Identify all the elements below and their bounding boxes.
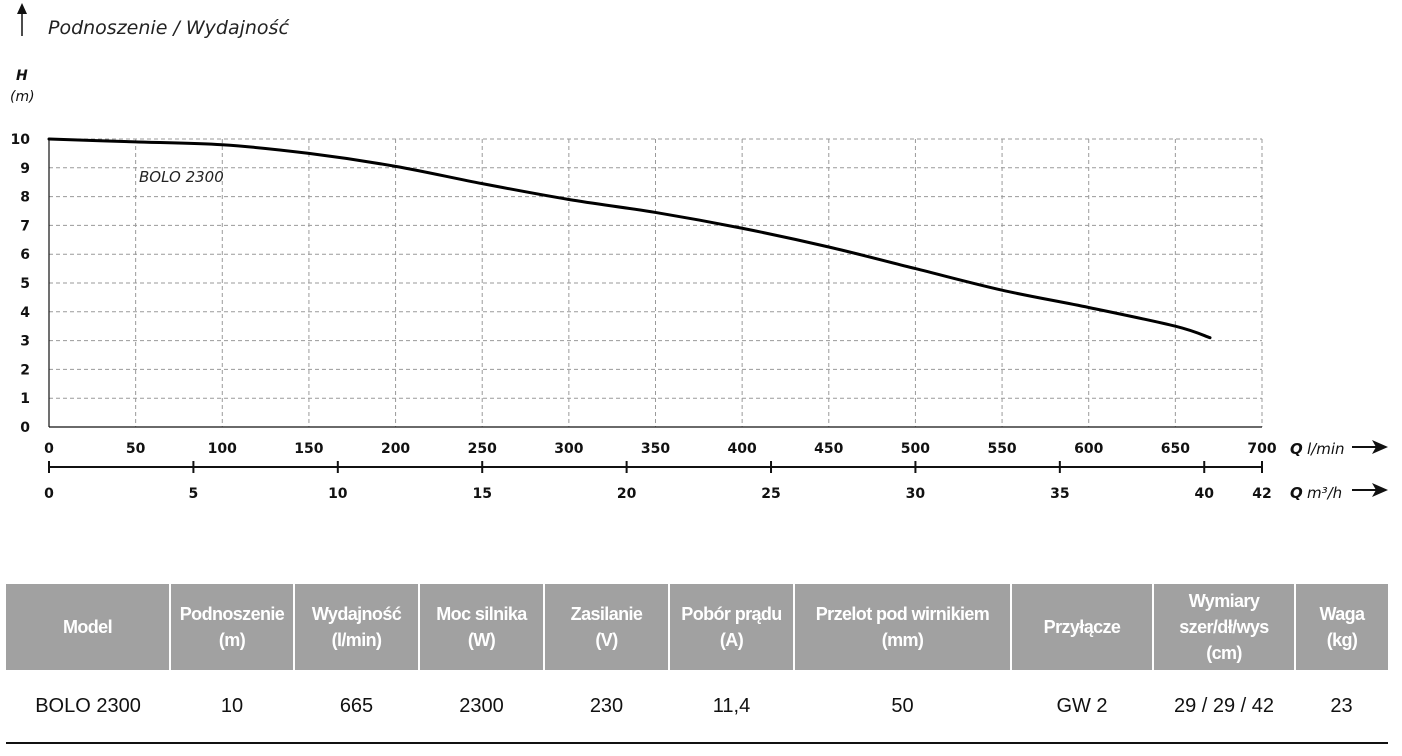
header-zasilanie: Zasilanie (V) (544, 584, 670, 670)
header-wydajnosc: Wydajność (l/min) (294, 584, 420, 670)
pump-curve-chart: Podnoszenie / Wydajność H (m) 0 1 2 3 4 5 6 7 8 9… (10, 3, 1388, 502)
cell-moc-silnika: 2300 (419, 670, 544, 744)
x2-tick-label: 30 (906, 486, 926, 502)
header-waga: Waga (kg) (1295, 584, 1388, 670)
cell-podnoszenie: 10 (170, 670, 294, 744)
title-arrow-icon (17, 3, 27, 36)
y-tick-label: 10 (11, 132, 31, 148)
x-tick-label: 200 (381, 441, 410, 457)
series-line-bolo-2300 (47, 137, 1212, 340)
x2-tick-label: 0 (44, 486, 54, 502)
x-tick-label: 150 (294, 441, 323, 457)
y-axis-label: H (16, 68, 28, 84)
x-tick-label: 550 (987, 441, 1016, 457)
header-pobor-pradu: Pobór prądu (A) (669, 584, 795, 670)
cell-model: BOLO 2300 (6, 670, 170, 744)
x2-tick-label: 15 (472, 486, 491, 502)
x-axis-primary-label: Q (1290, 440, 1303, 458)
x2-tick-label: 42 (1252, 486, 1271, 502)
chart-title: Podnoszenie / Wydajność (48, 17, 290, 39)
cell-wydajnosc: 665 (294, 670, 419, 744)
x-tick-label: 0 (44, 441, 54, 457)
x2-tick-label: 35 (1050, 486, 1069, 502)
x-tick-label: 100 (208, 441, 237, 457)
cell-pobor-pradu: 11,4 (669, 670, 794, 744)
x-tick-label: 350 (641, 441, 670, 457)
y-tick-label: 0 (20, 420, 30, 436)
x-axis-secondary-unit: Q m³/h (1290, 484, 1342, 502)
x-tick-label: 500 (901, 441, 930, 457)
x-tick-label: 50 (126, 441, 146, 457)
cell-waga: 23 (1295, 670, 1388, 744)
y-axis-unit: (m) (10, 89, 35, 105)
x-tick-label: 450 (814, 441, 843, 457)
x-axis-primary-arrow-icon (1352, 440, 1388, 454)
header-moc-silnika: Moc silnika (W) (419, 584, 545, 670)
y-tick-label: 1 (20, 391, 30, 407)
x-tick-label: 250 (468, 441, 497, 457)
x-tick-label: 400 (728, 441, 757, 457)
header-wymiary: Wymiary szer/dł/wys (cm) (1153, 584, 1296, 670)
x-tick-label: 700 (1247, 441, 1276, 457)
table-row: BOLO 2300 10 665 2300 230 11,4 50 GW 2 2… (6, 670, 1388, 744)
x2-tick-label: 10 (328, 486, 348, 502)
x2-tick-label: 20 (617, 486, 637, 502)
header-model: Model (6, 584, 171, 670)
y-tick-label: 7 (20, 218, 30, 234)
header-przylacze: Przyłącze (1011, 584, 1154, 670)
x-tick-label: 600 (1074, 441, 1103, 457)
x2-tick-label: 40 (1194, 486, 1214, 502)
y-tick-label: 4 (20, 305, 30, 321)
y-tick-label: 5 (20, 276, 30, 292)
x2-tick-label: 25 (761, 486, 780, 502)
x-axis-primary-unit-text: l/min (1307, 440, 1345, 458)
cell-zasilanie: 230 (544, 670, 669, 744)
header-podnoszenie: Podnoszenie (m) (170, 584, 295, 670)
cell-przelot: 50 (794, 670, 1011, 744)
x-axis-secondary-arrow-icon (1352, 483, 1388, 497)
y-tick-label: 2 (20, 362, 30, 378)
cell-wymiary: 29 / 29 / 42 (1153, 670, 1295, 744)
spec-table: Model Podnoszenie (m) Wydajność (l/min) … (6, 584, 1388, 744)
table-header-row: Model Podnoszenie (m) Wydajność (l/min) … (6, 584, 1388, 670)
x-tick-label: 300 (554, 441, 583, 457)
y-tick-label: 9 (20, 161, 30, 177)
y-tick-label: 6 (20, 247, 30, 263)
y-tick-label: 8 (20, 190, 30, 206)
y-tick-label: 3 (20, 334, 30, 350)
header-przelot: Przelot pod wirnikiem (mm) (794, 584, 1012, 670)
x2-tick-label: 5 (189, 486, 199, 502)
x-axis-primary-unit: Q l/min (1290, 440, 1345, 458)
x-axis-secondary-unit-text: m³/h (1307, 484, 1342, 502)
cell-przylacze: GW 2 (1011, 670, 1153, 744)
series-label: BOLO 2300 (139, 168, 224, 186)
x-tick-label: 650 (1161, 441, 1190, 457)
x-axis-secondary-label: Q (1290, 484, 1303, 502)
